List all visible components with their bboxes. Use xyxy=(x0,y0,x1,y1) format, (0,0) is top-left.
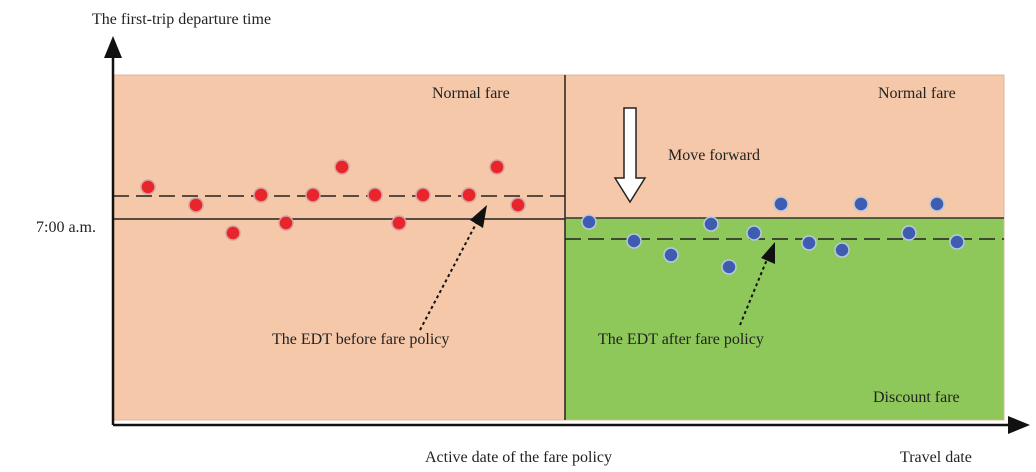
pointer-after-head xyxy=(761,242,775,264)
region-label: Normal fare xyxy=(878,85,956,102)
y-axis-head xyxy=(104,36,122,58)
discount-region xyxy=(565,218,1004,420)
region-label: Normal fare xyxy=(432,85,510,102)
blue-dots xyxy=(581,196,965,275)
pointer-after xyxy=(739,256,769,326)
annotation: The EDT before fare policy xyxy=(272,331,449,348)
after-normal-region xyxy=(565,75,1004,218)
pointer-before-head xyxy=(470,205,487,228)
x-axis-note: Active date of the fare policy xyxy=(425,449,612,466)
pointer-before xyxy=(419,219,479,331)
x-axis-label: Travel date xyxy=(900,449,972,466)
red-dots xyxy=(140,159,526,241)
y-mark-label: 7:00 a.m. xyxy=(36,219,96,236)
before-region xyxy=(113,75,565,420)
annotation: The EDT after fare policy xyxy=(598,331,764,348)
x-axis-head xyxy=(1008,416,1030,434)
region-label: Discount fare xyxy=(873,389,960,406)
annotation: Move forward xyxy=(668,147,760,164)
y-axis-label: The first-trip departure time xyxy=(92,11,271,28)
move-arrow xyxy=(613,107,647,204)
